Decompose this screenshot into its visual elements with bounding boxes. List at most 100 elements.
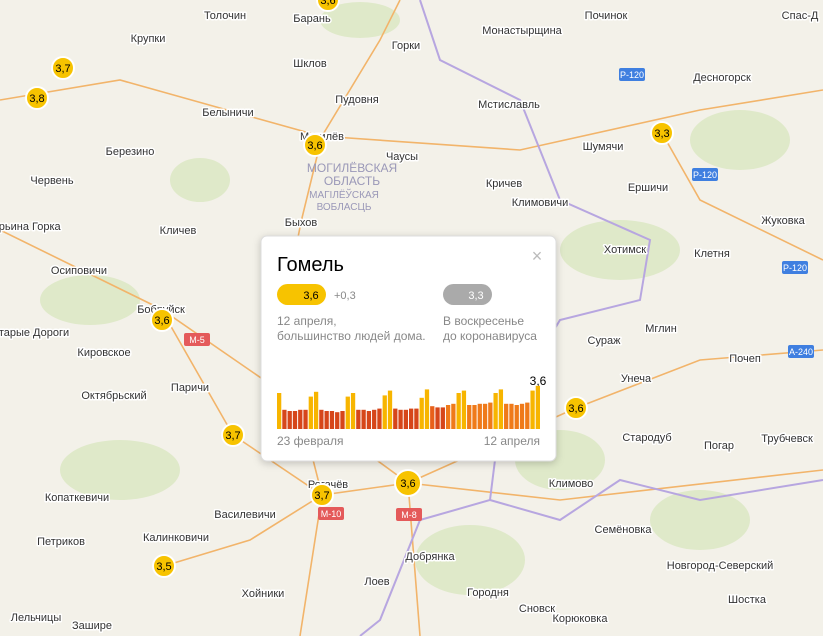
place-label: Петриков <box>37 536 85 548</box>
bar <box>393 408 398 429</box>
bar <box>403 409 408 429</box>
place-label: Кричев <box>486 178 523 190</box>
close-button[interactable]: × <box>532 246 543 266</box>
bar <box>292 411 298 429</box>
bar <box>530 390 535 429</box>
popup: Гомель × 3,6 +0,3 3,3 12 апреля, большин… <box>260 235 557 462</box>
bar <box>419 397 424 429</box>
road-label: М-5 <box>189 335 205 345</box>
road-label: Р-120 <box>783 263 807 273</box>
marker[interactable] <box>221 423 245 447</box>
place-label: Починок <box>585 10 628 22</box>
popup-title: Гомель <box>277 254 344 276</box>
road-badge <box>619 68 645 81</box>
place-label: Шумячи <box>583 141 624 153</box>
baseline-text: В воскресенье <box>443 314 524 328</box>
place-label: Стародуб <box>622 432 671 444</box>
bar <box>335 412 340 429</box>
current-text: 12 апреля, <box>277 314 337 328</box>
bar <box>377 408 382 429</box>
current-text: большинство людей дома. <box>277 329 426 343</box>
place-label: Зашире <box>72 620 112 632</box>
marker-label: 3,6 <box>320 0 335 7</box>
bar <box>366 411 372 429</box>
marker-label: 3,7 <box>225 430 240 442</box>
place-label: Осиповичи <box>51 265 107 277</box>
bar <box>350 393 356 429</box>
markers: 3,7 3,8 3,6 3,3 3,6 3,7 3,7 3,6 3,6 3,5 3,6 <box>25 0 674 578</box>
bar <box>477 403 482 429</box>
place-label: Трубчевск <box>761 433 813 445</box>
marker[interactable] <box>310 483 334 507</box>
place-label: Мстиславль <box>478 99 540 111</box>
place-label: Погар <box>704 440 734 452</box>
marker-label: 3,7 <box>314 490 329 502</box>
place-label: Климово <box>549 478 594 490</box>
place-label: Березино <box>106 146 155 158</box>
region-label: ОБЛАСТЬ <box>324 174 380 188</box>
marker[interactable] <box>650 121 674 145</box>
place-label: Шклов <box>293 58 327 70</box>
place-label: Горки <box>392 40 420 52</box>
marker[interactable] <box>303 133 327 157</box>
road-badge <box>318 507 344 520</box>
road-label: А-240 <box>789 347 813 357</box>
place-label: Толочин <box>204 10 246 22</box>
place-label: Калинковичи <box>143 532 209 544</box>
bar <box>430 406 435 429</box>
bar <box>409 408 414 429</box>
marker[interactable] <box>152 554 176 578</box>
place-label: Копаткевичи <box>45 492 109 504</box>
bar <box>504 403 509 429</box>
baseline-text: до коронавируса <box>443 329 537 343</box>
bar <box>467 405 472 429</box>
marker-label: 3,7 <box>55 63 70 75</box>
place-label: Червень <box>30 175 73 187</box>
place-label: Жуковка <box>761 215 805 227</box>
place-label: Мглин <box>645 323 677 335</box>
place-label: Чаусы <box>386 151 418 163</box>
road-label: М-8 <box>401 510 417 520</box>
place-label: Лоев <box>364 576 389 588</box>
region-label: МОГИЛЁВСКАЯ <box>307 161 397 175</box>
place-label: Марьина Горка <box>0 221 62 233</box>
bar <box>382 395 387 429</box>
marker-label: 3,8 <box>29 93 44 105</box>
marker-label: 3,5 <box>156 561 171 573</box>
marker[interactable] <box>51 56 75 80</box>
place-label: Семёновка <box>595 524 653 536</box>
bar <box>324 411 329 429</box>
place-label: Быхов <box>285 217 318 229</box>
marker-label: 3,3 <box>654 128 669 140</box>
bar <box>298 409 303 429</box>
marker-label: 3,6 <box>307 140 322 152</box>
place-label: Почеп <box>729 353 761 365</box>
bar <box>472 405 477 429</box>
road-label: Р-120 <box>620 70 644 80</box>
bar <box>372 409 377 429</box>
marker[interactable] <box>150 308 174 332</box>
bar <box>482 403 488 429</box>
marker[interactable] <box>25 86 49 110</box>
marker[interactable] <box>564 396 588 420</box>
place-label: Сновск <box>519 603 555 615</box>
bar <box>535 385 540 429</box>
place-label: Белыничи <box>202 107 253 119</box>
bar <box>329 411 335 429</box>
bar <box>308 396 313 429</box>
marker[interactable] <box>316 0 340 12</box>
bar <box>461 390 467 429</box>
place-label: Спас-Д <box>782 10 819 22</box>
bar <box>435 407 440 429</box>
road-badge <box>692 168 718 181</box>
bar <box>498 389 504 429</box>
place-label: Кировское <box>77 347 130 359</box>
borders <box>359 0 823 636</box>
place-label: Старые Дороги <box>0 327 69 339</box>
marker[interactable] <box>394 469 422 497</box>
place-label: Сураж <box>588 335 622 347</box>
bar <box>287 411 292 429</box>
bar <box>519 403 525 429</box>
bar <box>424 389 430 429</box>
bar <box>313 391 319 429</box>
